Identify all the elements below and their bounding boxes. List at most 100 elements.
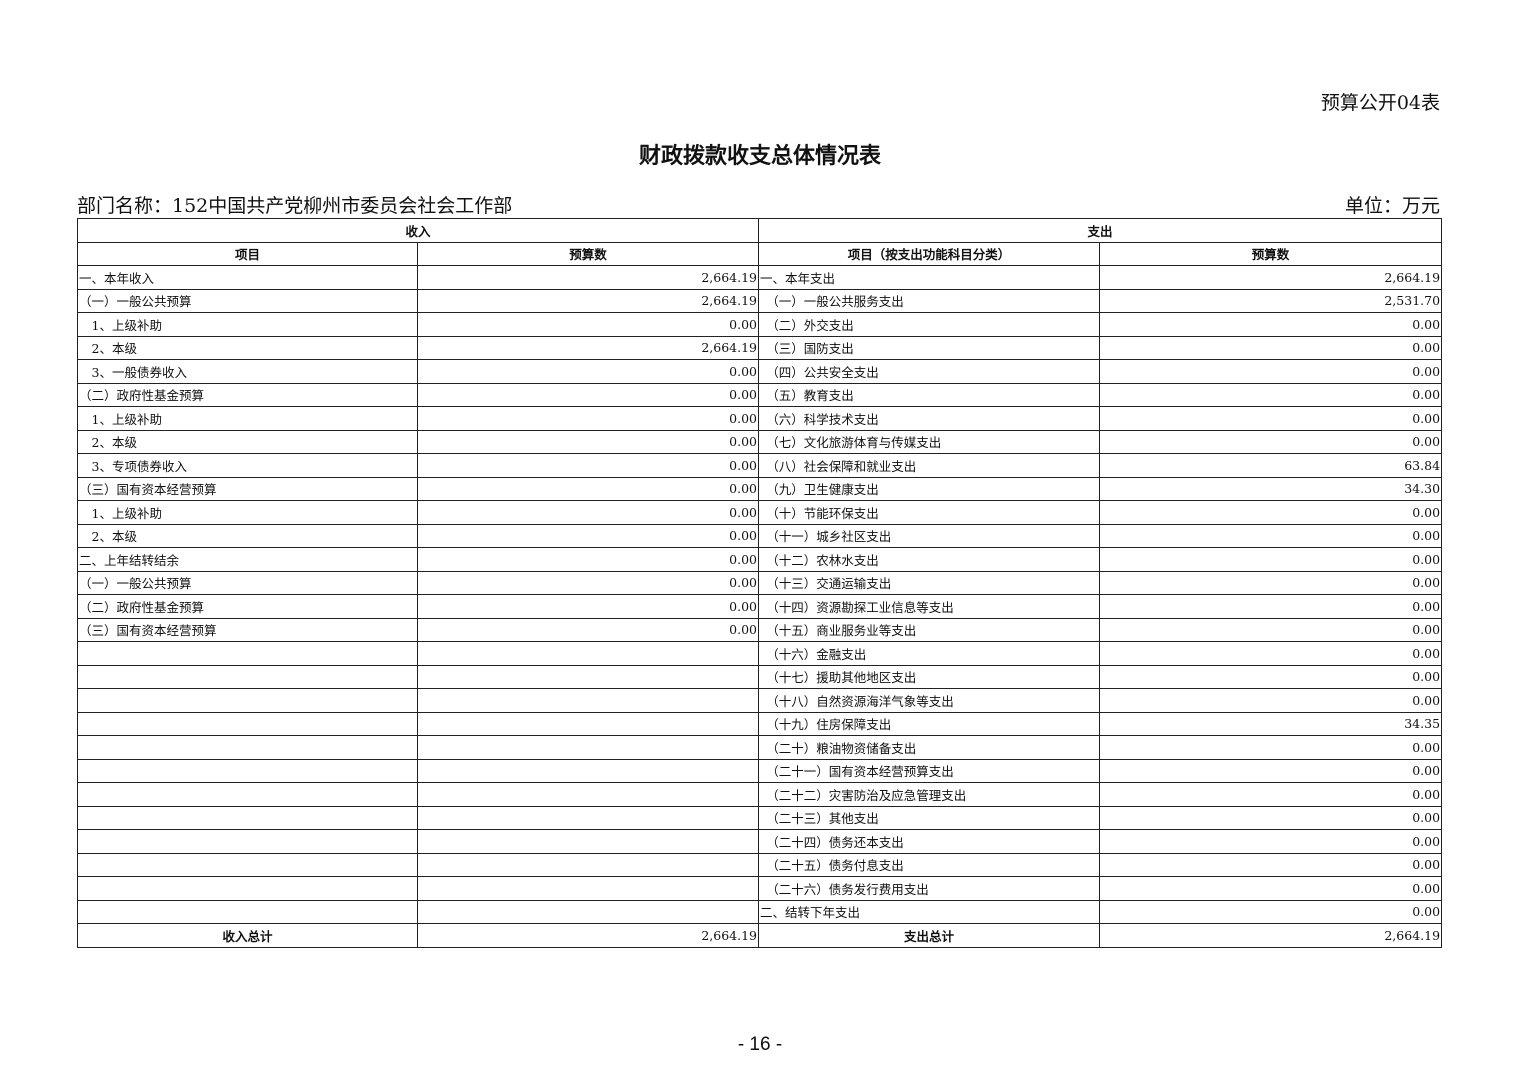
- expense-item: （二十五）债务付息支出: [758, 852, 1101, 877]
- income-item: [77, 641, 418, 666]
- income-amount: [416, 641, 760, 666]
- income-item: 2、本级: [77, 523, 418, 548]
- income-item: 1、上级补助: [77, 406, 418, 431]
- expense-amount-header: 预算数: [1099, 241, 1443, 266]
- expense-amount: 0.00: [1099, 312, 1443, 337]
- page-title: 财政拨款收支总体情况表: [638, 144, 881, 169]
- table-row: （二十二）灾害防治及应急管理支出 0.00: [77, 782, 1443, 807]
- income-item: [77, 876, 418, 901]
- income-item: [77, 688, 418, 713]
- table-row: （二十四）债务还本支出 0.00: [77, 829, 1443, 854]
- income-item: [77, 852, 418, 877]
- expense-item: （九）卫生健康支出: [758, 476, 1101, 501]
- income-amount: 0.00: [416, 453, 760, 478]
- income-amount: [416, 805, 760, 830]
- income-amount: 0.00: [416, 429, 760, 454]
- expense-amount: 0.00: [1099, 664, 1443, 689]
- expense-item-header: 项目（按支出功能科目分类）: [758, 241, 1101, 266]
- expense-amount: 0.00: [1099, 359, 1443, 384]
- income-item: 3、专项债券收入: [77, 453, 418, 478]
- expense-item: （五）教育支出: [758, 382, 1101, 407]
- income-item: 1、上级补助: [77, 500, 418, 525]
- expense-amount: 0.00: [1099, 688, 1443, 713]
- income-amount: [416, 688, 760, 713]
- expense-amount: 0.00: [1099, 406, 1443, 431]
- expense-total-label: 支出总计: [758, 923, 1101, 948]
- income-amount: 0.00: [416, 406, 760, 431]
- expense-item: （十八）自然资源海洋气象等支出: [758, 688, 1101, 713]
- expense-amount: 0.00: [1099, 335, 1443, 360]
- expense-item: （七）文化旅游体育与传媒支出: [758, 429, 1101, 454]
- income-item: 3、一般债券收入: [77, 359, 418, 384]
- income-amount: [416, 876, 760, 901]
- expense-item: （二十三）其他支出: [758, 805, 1101, 830]
- page-number: - 16 -: [737, 1034, 783, 1055]
- expense-item: （十四）资源勘探工业信息等支出: [758, 594, 1101, 619]
- income-item-header: 项目: [77, 241, 418, 266]
- table-row: 2、本级 2,664.19 （三）国防支出 0.00: [77, 335, 1443, 360]
- expense-amount: 0.00: [1099, 805, 1443, 830]
- expense-amount: 0.00: [1099, 594, 1443, 619]
- table-row: 3、专项债券收入 0.00 （八）社会保障和就业支出 63.84: [77, 453, 1443, 478]
- income-item: [77, 664, 418, 689]
- table-row: （十七）援助其他地区支出 0.00: [77, 664, 1443, 689]
- expense-header: 支出: [758, 218, 1443, 243]
- income-amount: [416, 829, 760, 854]
- expense-total-amount: 2,664.19: [1099, 923, 1443, 948]
- income-item: （一）一般公共预算: [77, 570, 418, 595]
- expense-amount: 0.00: [1099, 570, 1443, 595]
- expense-amount: 0.00: [1099, 852, 1443, 877]
- expense-item: （二十一）国有资本经营预算支出: [758, 758, 1101, 783]
- income-amount: 0.00: [416, 617, 760, 642]
- income-item: （一）一般公共预算: [77, 288, 418, 313]
- expense-item: （一）一般公共服务支出: [758, 288, 1101, 313]
- income-amount: 2,664.19: [416, 265, 760, 290]
- income-item: （三）国有资本经营预算: [77, 617, 418, 642]
- income-amount: 0.00: [416, 382, 760, 407]
- total-row: 收入总计 2,664.19 支出总计 2,664.19: [77, 923, 1443, 948]
- expense-amount: 0.00: [1099, 735, 1443, 760]
- table-row: 二、上年结转结余 0.00 （十二）农林水支出 0.00: [77, 547, 1443, 572]
- expense-item: （二）外交支出: [758, 312, 1101, 337]
- department-name: 部门名称：152中国共产党柳州市委员会社会工作部: [77, 195, 513, 217]
- income-amount: [416, 735, 760, 760]
- table-row: （三）国有资本经营预算 0.00 （十五）商业服务业等支出 0.00: [77, 617, 1443, 642]
- income-item: [77, 805, 418, 830]
- expense-item: （二十六）债务发行费用支出: [758, 876, 1101, 901]
- income-item: [77, 735, 418, 760]
- expense-amount: 0.00: [1099, 523, 1443, 548]
- income-item: [77, 829, 418, 854]
- expense-amount: 0.00: [1099, 500, 1443, 525]
- expense-item: （十七）援助其他地区支出: [758, 664, 1101, 689]
- unit-label: 单位：万元: [1344, 195, 1440, 217]
- expense-amount: 0.00: [1099, 829, 1443, 854]
- expense-item: （十一）城乡社区支出: [758, 523, 1101, 548]
- expense-amount: 0.00: [1099, 758, 1443, 783]
- expense-item: （三）国防支出: [758, 335, 1101, 360]
- income-amount-header: 预算数: [416, 241, 760, 266]
- expense-item: 二、结转下年支出: [758, 899, 1101, 924]
- income-amount: 2,664.19: [416, 335, 760, 360]
- expense-amount: 0.00: [1099, 617, 1443, 642]
- table-row: 二、结转下年支出 0.00: [77, 899, 1443, 924]
- table-row: （三）国有资本经营预算 0.00 （九）卫生健康支出 34.30: [77, 476, 1443, 501]
- expense-item: （十九）住房保障支出: [758, 711, 1101, 736]
- income-amount: [416, 852, 760, 877]
- expense-amount: 34.30: [1099, 476, 1443, 501]
- income-item: [77, 899, 418, 924]
- expense-amount: 0.00: [1099, 641, 1443, 666]
- expense-item: （六）科学技术支出: [758, 406, 1101, 431]
- income-amount: 0.00: [416, 476, 760, 501]
- expense-item: （十五）商业服务业等支出: [758, 617, 1101, 642]
- expense-amount: 0.00: [1099, 782, 1443, 807]
- income-item: [77, 711, 418, 736]
- table-row: （一）一般公共预算 2,664.19 （一）一般公共服务支出 2,531.70: [77, 288, 1443, 313]
- expense-amount: 0.00: [1099, 876, 1443, 901]
- expense-amount: 0.00: [1099, 899, 1443, 924]
- income-item: （二）政府性基金预算: [77, 594, 418, 619]
- income-item: [77, 758, 418, 783]
- expense-amount: 34.35: [1099, 711, 1443, 736]
- income-amount: 0.00: [416, 359, 760, 384]
- table-row: （一）一般公共预算 0.00 （十三）交通运输支出 0.00: [77, 570, 1443, 595]
